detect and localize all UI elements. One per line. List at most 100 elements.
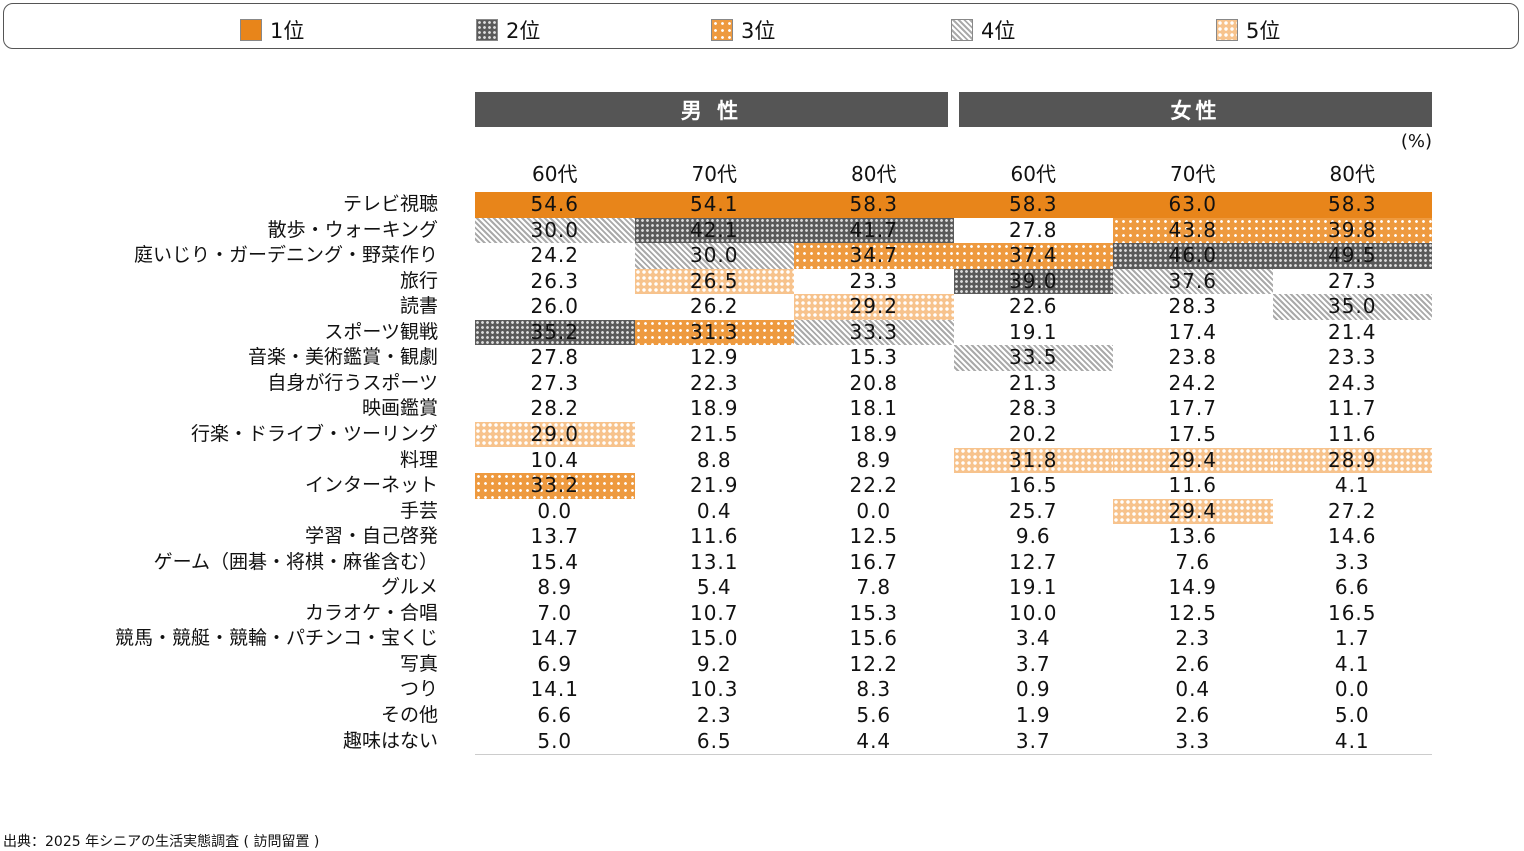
table-cell: 33.5 — [953, 345, 1113, 371]
row-label: 旅行 — [399, 269, 438, 292]
table-cell: 3.7 — [1015, 728, 1051, 753]
table-cell: 14.7 — [530, 626, 580, 651]
table-cell: 4.1 — [1334, 651, 1370, 676]
row-label: 行楽・ドライブ・ツーリング — [190, 422, 438, 445]
table-cell: 12.7 — [1008, 549, 1058, 574]
legend-label: 1位 — [270, 19, 305, 43]
table-cell: 4.1 — [1334, 473, 1370, 498]
table-cell: 26.2 — [689, 294, 739, 319]
table-cell: 4.4 — [856, 728, 892, 753]
table-cell: 6.6 — [1334, 575, 1370, 600]
table-cell: 39.0 — [953, 268, 1113, 295]
table-cell: 5.6 — [856, 703, 892, 727]
table-cell: 29.4 — [1113, 447, 1273, 473]
table-cell: 15.0 — [689, 626, 739, 651]
table-cell: 58.3 — [953, 192, 1113, 218]
table-cell: 54.1 — [634, 192, 794, 218]
table-cell: 2.3 — [1175, 626, 1211, 651]
table-cell: 7.6 — [1175, 549, 1211, 574]
table-cell: 29.2 — [794, 294, 954, 320]
column-header: 80代 — [851, 162, 897, 186]
table-cell: 27.3 — [1327, 268, 1377, 293]
table-cell: 7.8 — [856, 575, 892, 600]
table-cell: 12.5 — [1168, 600, 1218, 625]
table-baseline — [475, 754, 1432, 755]
legend-swatch — [951, 19, 973, 41]
table-cell: 26.0 — [530, 294, 580, 319]
legend-item-rank2: 2位 — [476, 15, 540, 45]
table-cell: 22.6 — [1008, 294, 1058, 319]
table-cell: 30.0 — [634, 243, 794, 269]
table-cell: 20.8 — [849, 370, 899, 395]
table-cell: 8.8 — [696, 447, 732, 472]
table-cell: 1.7 — [1334, 626, 1370, 651]
row-label: 競馬・競艇・競輪・パチンコ・宝くじ — [114, 627, 438, 650]
table-cell: 10.0 — [1008, 600, 1058, 625]
table-cell: 29.0 — [475, 421, 635, 448]
table-cell: 11.6 — [1168, 473, 1218, 498]
row-label: スポーツ観戦 — [324, 320, 438, 343]
row-label: 自身が行うスポーツ — [267, 371, 438, 394]
table-cell: 31.8 — [953, 447, 1113, 473]
table-cell: 12.9 — [689, 345, 739, 370]
table-cell: 6.6 — [537, 703, 573, 727]
table-cell: 18.9 — [849, 421, 899, 446]
table-cell: 14.9 — [1168, 575, 1218, 600]
table-cell: 24.2 — [530, 243, 580, 268]
table-cell: 27.2 — [1327, 498, 1377, 523]
row-label: 手芸 — [399, 499, 438, 522]
table-cell: 24.3 — [1327, 370, 1377, 395]
table-cell: 35.2 — [475, 319, 635, 346]
table-cell: 23.8 — [1168, 345, 1218, 370]
table-cell: 28.9 — [1272, 447, 1432, 473]
legend-swatch — [1216, 19, 1238, 41]
row-label: 写真 — [399, 652, 438, 675]
table-cell: 24.2 — [1168, 370, 1218, 395]
table-cell: 0.0 — [537, 498, 573, 523]
table-cell: 8.3 — [856, 677, 892, 702]
table-cell: 49.5 — [1272, 243, 1432, 269]
row-label: グルメ — [380, 576, 438, 599]
table-cell: 26.5 — [634, 268, 794, 295]
table-cell: 3.4 — [1015, 626, 1051, 651]
legend-swatch — [711, 19, 733, 41]
table-cell: 33.3 — [794, 319, 954, 346]
table-cell: 10.7 — [689, 600, 739, 625]
table-cell: 19.1 — [1008, 575, 1058, 600]
table-cell: 23.3 — [849, 268, 899, 293]
table-cell: 3.7 — [1015, 651, 1051, 676]
table-cell: 12.5 — [849, 524, 899, 549]
table-cell: 41.7 — [794, 217, 954, 244]
table-cell: 9.2 — [696, 651, 732, 676]
column-header: 70代 — [691, 162, 737, 186]
table-cell: 27.3 — [530, 370, 580, 395]
table-cell: 1.9 — [1015, 703, 1051, 727]
table-cell: 19.1 — [1008, 319, 1058, 344]
table-cell: 28.3 — [1168, 294, 1218, 319]
table-cell: 23.3 — [1327, 345, 1377, 370]
table-cell: 13.1 — [689, 549, 739, 574]
table-cell: 4.1 — [1334, 728, 1370, 753]
table-cell: 63.0 — [1113, 192, 1273, 218]
legend: 1位 2位 3位 4位 5位 — [3, 3, 1519, 49]
table-cell: 11.6 — [1327, 421, 1377, 446]
table-cell: 3.3 — [1334, 549, 1370, 574]
legend-label: 3位 — [741, 19, 776, 43]
table-cell: 21.3 — [1008, 370, 1058, 395]
table-cell: 26.3 — [530, 268, 580, 293]
legend-swatch — [240, 19, 262, 41]
table-cell: 8.9 — [856, 447, 892, 472]
legend-label: 5位 — [1246, 19, 1281, 43]
legend-item-rank5: 5位 — [1216, 15, 1280, 45]
table-cell: 21.5 — [689, 421, 739, 446]
table-cell: 22.3 — [689, 370, 739, 395]
table-cell: 25.7 — [1008, 498, 1058, 523]
table-cell: 13.7 — [530, 524, 580, 549]
column-header: 80代 — [1329, 162, 1375, 186]
table-cell: 8.9 — [537, 575, 573, 600]
group-header-female: 女性 — [959, 92, 1432, 127]
table-cell: 34.7 — [794, 243, 954, 269]
table-cell: 11.6 — [689, 524, 739, 549]
column-header: 60代 — [1010, 162, 1056, 186]
column-header: 70代 — [1170, 162, 1216, 186]
